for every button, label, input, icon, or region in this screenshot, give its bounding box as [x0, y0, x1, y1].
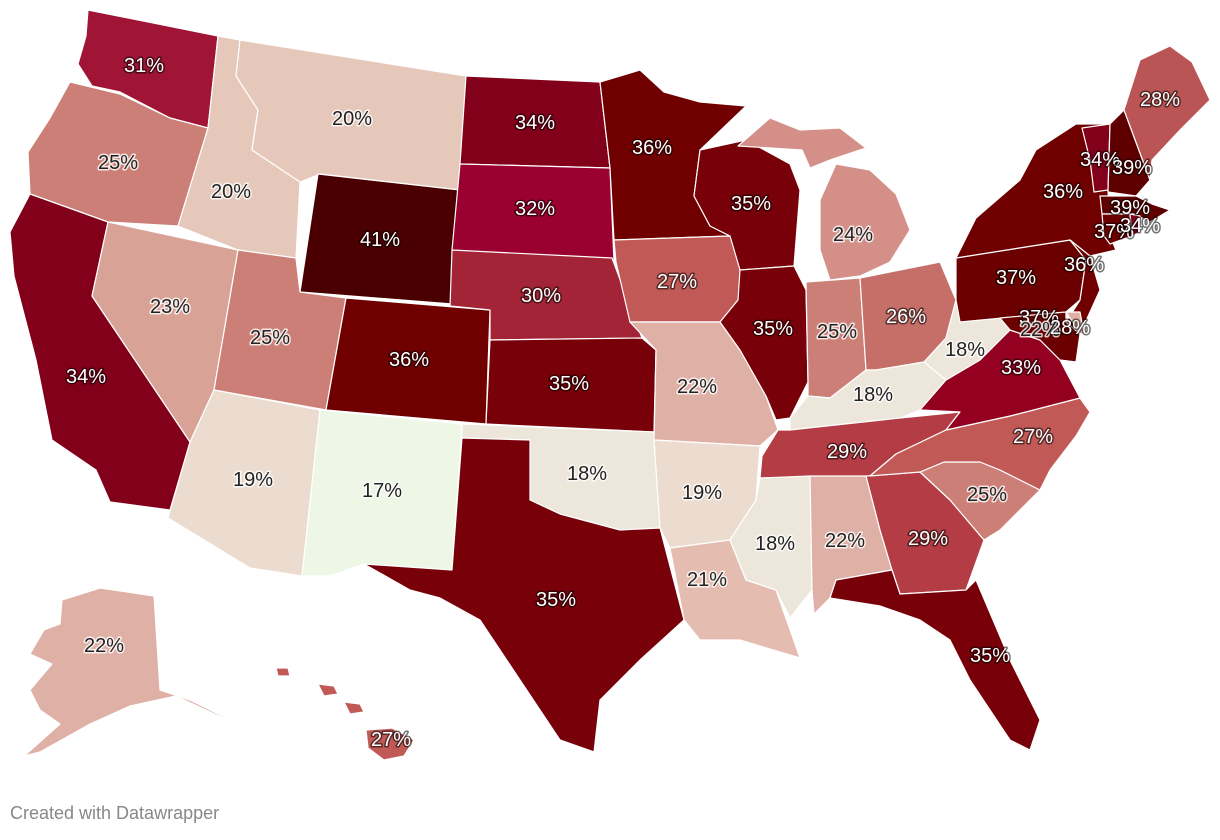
label-kansas: 35% [549, 373, 589, 395]
label-pennsylvania: 37% [996, 267, 1036, 289]
label-kentucky: 18% [853, 384, 893, 406]
label-wisconsin: 35% [731, 193, 771, 215]
label-north-dakota: 34% [515, 112, 555, 134]
state-hawaii[interactable] [275, 667, 415, 761]
label-maine: 28% [1140, 89, 1180, 111]
state-vermont[interactable] [1081, 123, 1111, 193]
label-washington: 31% [124, 55, 164, 77]
label-mississippi: 18% [755, 533, 795, 555]
label-texas: 35% [536, 589, 576, 611]
label-montana: 20% [332, 108, 372, 130]
label-virginia: 33% [1001, 357, 1041, 379]
label-hawaii: 27% [371, 729, 411, 751]
label-north-carolina: 27% [1013, 426, 1053, 448]
label-massachusetts: 39% [1110, 197, 1150, 219]
state-texas[interactable] [363, 437, 685, 753]
state-new-hampshire[interactable] [1107, 109, 1151, 197]
label-oklahoma: 18% [567, 463, 607, 485]
state-michigan[interactable] [737, 117, 911, 281]
label-new-hampshire: 39% [1112, 157, 1152, 179]
label-louisiana: 21% [687, 569, 727, 591]
label-new-jersey: 36% [1064, 254, 1104, 276]
label-florida: 35% [970, 645, 1010, 667]
label-iowa: 27% [657, 271, 697, 293]
label-missouri: 22% [677, 376, 717, 398]
label-arizona: 19% [233, 469, 273, 491]
datawrapper-credit[interactable]: Created with Datawrapper [10, 803, 220, 823]
label-oregon: 25% [98, 152, 138, 174]
label-west-virginia: 18% [945, 339, 985, 361]
state-illinois[interactable] [719, 265, 809, 421]
state-rhode-island[interactable] [1129, 213, 1141, 237]
label-rhode-island: 34% [1120, 215, 1160, 237]
label-california: 34% [66, 366, 106, 388]
state-maryland[interactable] [999, 311, 1081, 363]
label-wyoming: 41% [360, 229, 400, 251]
label-connecticut: 37% [1094, 221, 1134, 243]
state-maine[interactable] [1123, 45, 1211, 181]
label-tennessee: 29% [827, 441, 867, 463]
label-arkansas: 19% [682, 482, 722, 504]
state-florida[interactable] [829, 569, 1041, 751]
label-maryland: 37% [1019, 307, 1059, 329]
label-district-of-columbia: 28% [1050, 317, 1090, 339]
label-idaho: 20% [211, 181, 251, 203]
label-alaska: 22% [84, 635, 124, 657]
label-ohio: 26% [886, 306, 926, 328]
label-michigan: 24% [833, 224, 873, 246]
label-south-carolina: 25% [967, 484, 1007, 506]
label-delaware: 22% [1020, 319, 1060, 341]
label-alabama: 22% [825, 530, 865, 552]
label-new-mexico: 17% [362, 480, 402, 502]
state-connecticut[interactable] [1101, 213, 1133, 245]
label-vermont: 34% [1080, 149, 1120, 171]
label-nevada: 23% [150, 296, 190, 318]
state-delaware[interactable] [1065, 311, 1085, 335]
label-new-york: 36% [1043, 181, 1083, 203]
us-choropleth-map: 31% 25% 34% 23% 20% 20% 41% 25% 19% 36% … [9, 9, 1211, 761]
state-alaska[interactable] [23, 587, 247, 757]
label-south-dakota: 32% [515, 198, 555, 220]
label-illinois: 35% [753, 318, 793, 340]
label-nebraska: 30% [521, 285, 561, 307]
label-minnesota: 36% [632, 137, 672, 159]
label-georgia: 29% [908, 528, 948, 550]
label-colorado: 36% [389, 349, 429, 371]
state-oregon[interactable] [27, 81, 209, 227]
label-indiana: 25% [817, 321, 857, 343]
label-utah: 25% [250, 327, 290, 349]
